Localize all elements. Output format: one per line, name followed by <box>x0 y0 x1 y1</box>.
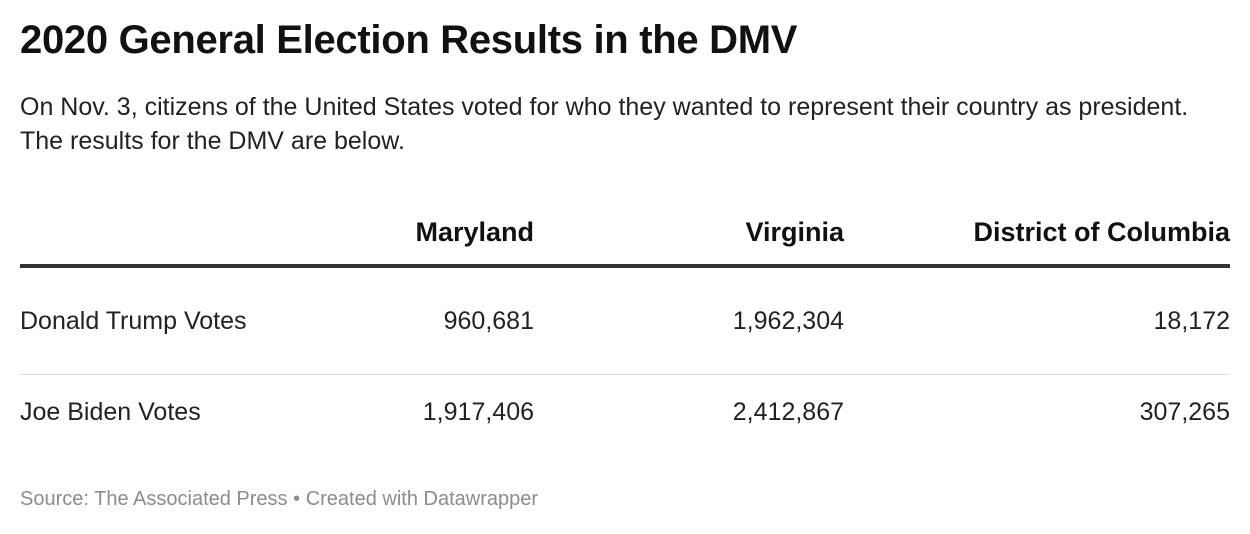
row-label-biden: Joe Biden Votes <box>20 398 201 426</box>
cell-biden-maryland: 1,917,406 <box>422 397 534 426</box>
cell-biden-district-of-columbia: 307,265 <box>1139 397 1230 426</box>
column-header-district-of-columbia: District of Columbia <box>844 200 1230 268</box>
column-header-row-label <box>20 200 250 268</box>
datawrapper-credit-link[interactable]: Created with Datawrapper <box>305 488 539 510</box>
results-table: Maryland Virginia District of Columbia D… <box>20 200 1230 449</box>
table-header-row: Maryland Virginia District of Columbia <box>20 200 1230 268</box>
chart-footer: Source: The Associated Press • Created w… <box>20 488 538 511</box>
table-row: Joe Biden Votes 1,917,406 2,412,867 307,… <box>20 375 1230 450</box>
row-label-trump: Donald Trump Votes <box>20 266 250 375</box>
column-header-maryland: Maryland <box>250 200 534 268</box>
chart-subtitle: On Nov. 3, citizens of the United States… <box>20 93 1189 155</box>
footer-separator: • <box>293 488 301 510</box>
cell-biden-virginia: 2,412,867 <box>732 397 844 426</box>
table-row: Donald Trump Votes 960,681 1,962,304 18,… <box>20 266 1230 375</box>
source-link[interactable]: Source: The Associated Press <box>20 488 288 510</box>
cell-trump-district-of-columbia: 18,172 <box>844 266 1230 375</box>
cell-trump-virginia: 1,962,304 <box>534 266 844 375</box>
cell-trump-maryland: 960,681 <box>250 266 534 375</box>
chart-title: 2020 General Election Results in the DMV <box>20 18 798 62</box>
column-header-virginia: Virginia <box>534 200 844 268</box>
